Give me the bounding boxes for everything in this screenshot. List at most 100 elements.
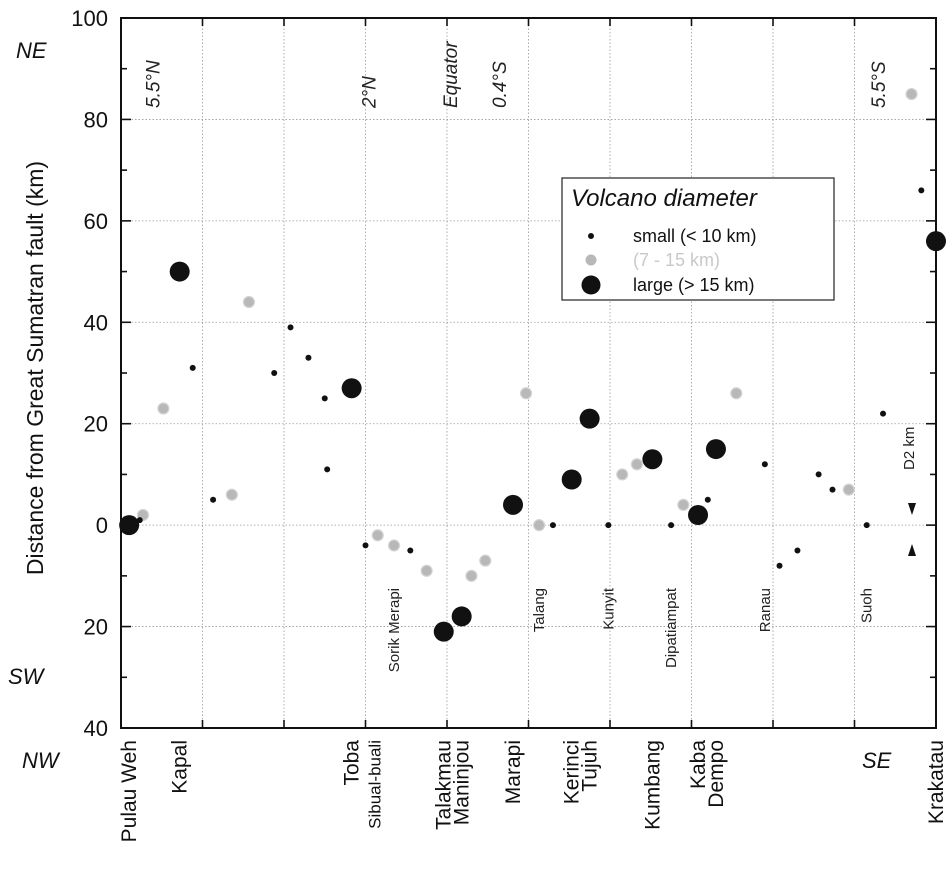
volcano-point-medium [677, 498, 690, 511]
volcano-point-medium [465, 569, 478, 582]
legend-label-medium: (7 - 15 km) [633, 250, 720, 270]
latitude-label: 2°N [360, 76, 381, 109]
axis-ticks: 100 80 60 40 20 0 20 40 [71, 6, 936, 741]
volcano-axis-label: Maninjou [451, 740, 474, 825]
arrow-up-icon [908, 544, 916, 556]
legend: Volcano diameter small (< 10 km) (7 - 15… [561, 177, 835, 301]
volcano-point-medium [371, 529, 384, 542]
volcano-axis-label: Marapi [502, 740, 525, 804]
volcano-axis-label: Toba [341, 740, 364, 786]
volcano-label: Dipatiampat [663, 587, 680, 668]
volcano-axis-label: Pulau Weh [118, 740, 141, 842]
volcano-point-small [189, 364, 196, 371]
in-plot-volcano-labels: Sorik Merapi Talang Kunyit Dipatiampat Ranau… [386, 587, 876, 672]
volcano-point-large [579, 408, 600, 429]
volcano-point-small [918, 187, 925, 194]
volcano-point-medium [532, 519, 546, 532]
volcano-point-large [688, 505, 709, 525]
volcano-point-small [271, 370, 278, 376]
volcano-axis-label: Talakmau [433, 740, 456, 830]
volcano-point-small [324, 466, 331, 473]
volcano-point-large [561, 469, 582, 490]
latitude-label: 0.4°S [490, 61, 511, 108]
volcano-point-small [321, 395, 328, 402]
y-axis-label: Distance from Great Sumatran fault (km) [22, 161, 48, 575]
volcano-point-small [605, 522, 612, 529]
annotation-d2km: D2 km [901, 427, 918, 470]
volcano-point-small [136, 517, 143, 524]
volcano-label: Talang [531, 588, 548, 632]
volcano-label: Kunyit [600, 587, 617, 630]
y-tick-label: 40 [84, 310, 108, 335]
volcano-point-medium [905, 87, 918, 101]
volcano-point-small [863, 522, 870, 529]
latitude-labels: 5.5°N 2°N Equator 0.4°S 5.5°S [144, 41, 890, 109]
y-tick-label: 0 [96, 513, 108, 538]
volcano-axis-label: Kerinci [561, 740, 584, 804]
volcano-point-medium [225, 488, 238, 501]
volcano-point-large [642, 449, 663, 470]
arrow-down-icon [908, 503, 916, 515]
volcano-point-small [829, 486, 836, 493]
volcano-point-small [407, 547, 414, 554]
volcano-axis-label: Krakatau [925, 740, 947, 824]
volcano-point-small [210, 496, 217, 503]
volcano-point-small [815, 471, 822, 478]
volcano-point-medium [157, 402, 170, 415]
y-tick-label: 60 [84, 209, 108, 234]
legend-label-large: large (> 15 km) [633, 275, 755, 295]
volcano-label: Sorik Merapi [386, 588, 403, 672]
volcano-point-small [776, 562, 783, 569]
volcano-axis-label: Sibual-buali [366, 740, 385, 829]
volcano-point-medium [420, 564, 433, 577]
y-tick-label: 80 [84, 107, 108, 132]
volcano-point-small [761, 461, 768, 468]
direction-sw: SW [8, 664, 46, 689]
legend-title: Volcano diameter [571, 185, 758, 212]
latitude-label: Equator [441, 41, 462, 108]
y-tick-label: 20 [84, 615, 108, 640]
volcano-point-small [305, 354, 312, 361]
volcano-axis-label: Kapal [169, 740, 192, 794]
direction-nw: NW [22, 748, 61, 773]
volcano-point-small [549, 522, 556, 529]
latitude-label: 5.5°S [869, 61, 890, 108]
grid-lines [121, 17, 936, 729]
volcano-point-large [451, 606, 472, 627]
volcano-axis-label: Tujuh [579, 740, 602, 792]
direction-se: SE [862, 748, 892, 773]
volcano-label: Ranau [757, 588, 774, 632]
data-points [119, 87, 946, 642]
volcano-point-large [503, 494, 524, 515]
volcano-point-medium [616, 468, 629, 481]
volcano-point-large [341, 378, 362, 399]
y-tick-label: 20 [84, 412, 108, 437]
volcano-label: Suoh [859, 588, 876, 623]
volcano-point-large [705, 439, 726, 460]
volcano-axis-label: Kumbang [641, 740, 664, 830]
volcano-point-medium [842, 483, 855, 496]
volcano-point-medium [479, 554, 492, 567]
plot-frame [120, 17, 937, 729]
volcano-point-large [169, 261, 190, 282]
volcano-point-large [119, 515, 140, 536]
volcano-point-medium [242, 295, 256, 309]
legend-label-small: small (< 10 km) [633, 226, 757, 246]
volcano-point-large [926, 231, 946, 252]
volcano-point-small [668, 522, 675, 529]
volcano-point-small [362, 542, 369, 549]
volcano-point-large [433, 621, 454, 642]
volcano-point-small [704, 496, 711, 503]
legend-marker-small [588, 233, 594, 239]
volcano-point-medium [387, 539, 401, 552]
volcano-point-small [880, 410, 887, 417]
latitude-label: 5.5°N [144, 60, 165, 108]
legend-marker-large [581, 275, 601, 295]
bottom-volcano-labels: Pulau Weh Kapal Toba Sibual-buali TalakmauMa… [118, 740, 947, 843]
legend-marker-medium [585, 254, 597, 266]
y-tick-label: 100 [71, 6, 108, 31]
volcano-point-small [794, 547, 801, 554]
direction-ne: NE [16, 38, 47, 63]
legend-box [561, 177, 835, 301]
